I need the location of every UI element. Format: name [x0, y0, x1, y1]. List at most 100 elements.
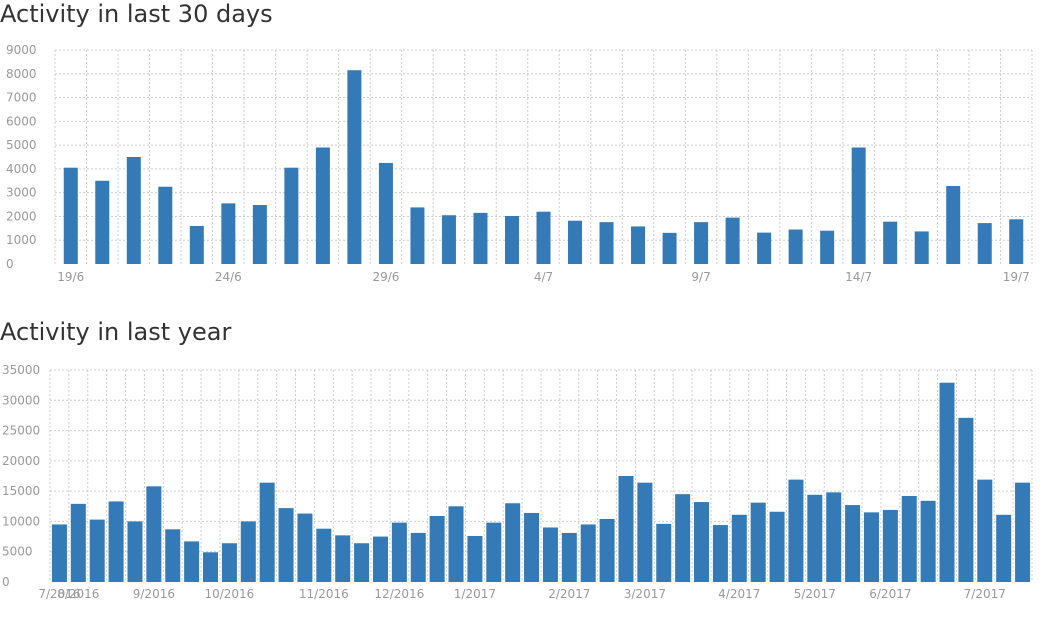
bar — [378, 162, 393, 264]
x-tick-label: 14/7 — [845, 270, 872, 284]
y-tick-label: 6000 — [6, 114, 37, 128]
chart-title-last-year: Activity in last year — [0, 318, 232, 346]
y-tick-label: 8000 — [6, 67, 37, 81]
bar — [662, 232, 677, 264]
y-tick-label: 5000 — [2, 545, 33, 559]
chart-title-30-days: Activity in last 30 days — [0, 0, 273, 28]
bar — [146, 486, 162, 582]
bar — [712, 525, 728, 582]
bar — [524, 512, 540, 582]
bar — [252, 205, 267, 264]
x-tick-label: 7/2016 — [38, 587, 80, 601]
x-tick-label: 5/2017 — [794, 587, 836, 601]
bar — [757, 232, 772, 264]
y-tick-label: 20000 — [2, 454, 40, 468]
bar — [820, 230, 835, 264]
bar — [240, 521, 256, 582]
x-tick-label: 11/2016 — [299, 587, 349, 601]
y-tick-label: 10000 — [2, 514, 40, 528]
bar — [448, 506, 464, 582]
bar — [599, 519, 615, 582]
bar — [126, 157, 141, 264]
bar — [184, 541, 200, 582]
bar — [473, 212, 488, 264]
bar — [410, 532, 426, 582]
bar — [203, 552, 219, 582]
bar — [845, 505, 861, 582]
y-tick-label: 7000 — [6, 91, 37, 105]
bar — [51, 524, 67, 582]
x-tick-label: 7/2017 — [964, 587, 1006, 601]
bar — [725, 217, 740, 264]
y-tick-label: 25000 — [2, 424, 40, 438]
bar — [675, 494, 691, 582]
bar — [637, 482, 653, 582]
bar — [599, 222, 614, 264]
bar — [883, 221, 898, 264]
bar — [315, 147, 330, 264]
bar — [504, 215, 519, 264]
x-tick-label: 1/2017 — [454, 587, 496, 601]
bar — [958, 417, 974, 582]
bar — [165, 529, 181, 582]
bar — [354, 543, 370, 582]
x-tick-label: 2/2017 — [548, 587, 590, 601]
bar — [410, 207, 425, 264]
bar — [882, 509, 898, 582]
bar — [505, 503, 521, 582]
x-tick-label: 29/6 — [372, 270, 399, 284]
bar — [580, 524, 596, 582]
bar — [70, 503, 86, 582]
bar — [347, 70, 362, 264]
y-tick-label: 1000 — [6, 233, 37, 247]
bar — [189, 225, 204, 264]
bar — [939, 382, 955, 582]
y-tick-label: 0 — [6, 257, 14, 271]
bar — [656, 523, 672, 582]
bar — [429, 515, 445, 582]
y-tick-label: 15000 — [2, 484, 40, 498]
bar — [750, 502, 766, 582]
bar — [561, 532, 577, 582]
x-tick-label: 19/7 — [1003, 270, 1030, 284]
bar — [316, 528, 332, 582]
x-tick-label: 8/2016 — [57, 587, 99, 601]
x-tick-label: 4/7 — [534, 270, 553, 284]
bar — [259, 482, 275, 582]
bar — [996, 514, 1012, 582]
bar — [977, 479, 993, 582]
x-tick-label: 12/2016 — [374, 587, 424, 601]
x-tick-label: 9/2016 — [133, 587, 175, 601]
x-tick-label: 24/6 — [215, 270, 242, 284]
bar — [297, 513, 313, 582]
bar — [788, 479, 804, 582]
y-tick-label: 3000 — [6, 186, 37, 200]
bar — [631, 226, 646, 264]
y-tick-label: 2000 — [6, 209, 37, 223]
bar — [788, 229, 803, 264]
x-tick-label: 3/2017 — [624, 587, 666, 601]
y-tick-label: 4000 — [6, 162, 37, 176]
bar — [391, 522, 407, 582]
y-tick-label: 30000 — [2, 393, 40, 407]
y-tick-label: 5000 — [6, 138, 37, 152]
bar — [920, 500, 936, 582]
y-tick-label: 9000 — [6, 43, 37, 57]
bar — [694, 222, 709, 264]
y-tick-label: 35000 — [2, 363, 40, 377]
bar — [977, 223, 992, 264]
x-tick-label: 19/6 — [57, 270, 84, 284]
bar — [542, 527, 558, 582]
bar — [441, 215, 456, 264]
bar — [807, 494, 823, 582]
bar — [851, 147, 866, 264]
bar — [63, 167, 78, 264]
bar — [731, 514, 747, 582]
bar — [221, 203, 236, 264]
x-tick-label: 4/2017 — [718, 587, 760, 601]
y-tick-label: 0 — [2, 575, 10, 589]
x-tick-label: 6/2017 — [869, 587, 911, 601]
bar — [901, 495, 917, 582]
bar — [158, 186, 173, 264]
